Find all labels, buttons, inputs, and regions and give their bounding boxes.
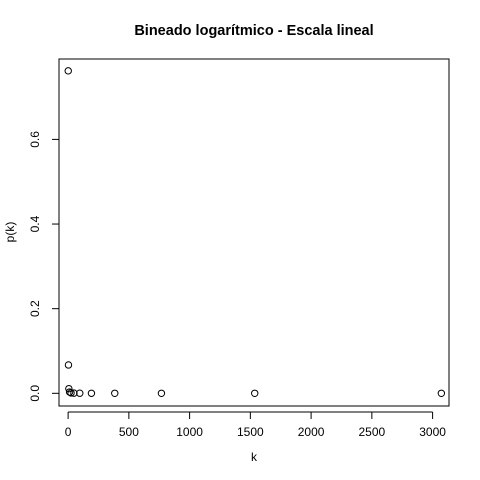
data-point <box>65 362 71 368</box>
data-point <box>438 390 444 396</box>
data-point <box>112 390 118 396</box>
x-axis: 0 500 1000 1500 2000 2500 3000 <box>65 412 446 439</box>
data-point <box>252 390 258 396</box>
plot-frame <box>59 59 449 406</box>
data-point <box>65 68 71 74</box>
x-tick-label: 3000 <box>419 425 446 439</box>
x-tick-label: 1500 <box>237 425 264 439</box>
x-tick-label: 500 <box>119 425 139 439</box>
data-points <box>65 68 445 397</box>
y-tick-label: 0.4 <box>28 215 42 232</box>
x-tick-label: 1000 <box>176 425 203 439</box>
x-tick-label: 2500 <box>358 425 385 439</box>
y-tick-label: 0.0 <box>28 385 42 402</box>
x-axis-label: k <box>251 450 258 464</box>
x-tick-label: 0 <box>65 425 72 439</box>
x-tick-label: 2000 <box>298 425 325 439</box>
y-axis: 0.0 0.2 0.4 0.6 <box>28 131 59 402</box>
chart-title: Bineado logarítmico - Escala lineal <box>134 23 373 39</box>
y-axis-label: p(k) <box>3 222 17 243</box>
y-tick-label: 0.2 <box>28 300 42 317</box>
data-point <box>158 390 164 396</box>
data-point <box>88 390 94 396</box>
y-tick-label: 0.6 <box>28 131 42 148</box>
